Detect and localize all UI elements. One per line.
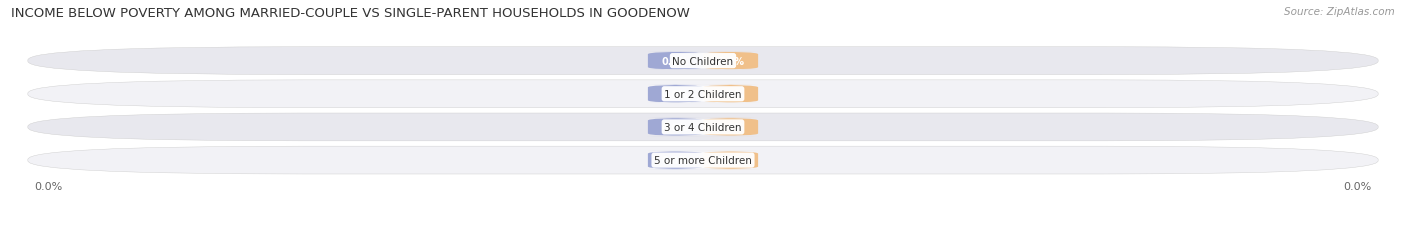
Text: No Children: No Children	[672, 56, 734, 66]
FancyBboxPatch shape	[648, 52, 703, 70]
Text: Source: ZipAtlas.com: Source: ZipAtlas.com	[1284, 7, 1395, 17]
Text: 0.0%: 0.0%	[662, 56, 689, 66]
Text: 5 or more Children: 5 or more Children	[654, 155, 752, 165]
Text: 0.0%: 0.0%	[662, 155, 689, 165]
FancyBboxPatch shape	[703, 85, 758, 103]
FancyBboxPatch shape	[703, 151, 758, 170]
Text: 1 or 2 Children: 1 or 2 Children	[664, 89, 742, 99]
Text: 0.0%: 0.0%	[1343, 181, 1371, 191]
FancyBboxPatch shape	[648, 151, 703, 170]
Text: 0.0%: 0.0%	[717, 122, 744, 132]
Text: 0.0%: 0.0%	[662, 89, 689, 99]
FancyBboxPatch shape	[28, 48, 1378, 75]
Text: 0.0%: 0.0%	[717, 56, 744, 66]
Text: 3 or 4 Children: 3 or 4 Children	[664, 122, 742, 132]
Text: 0.0%: 0.0%	[717, 155, 744, 165]
FancyBboxPatch shape	[28, 81, 1378, 108]
FancyBboxPatch shape	[703, 52, 758, 70]
Text: 0.0%: 0.0%	[662, 122, 689, 132]
Text: INCOME BELOW POVERTY AMONG MARRIED-COUPLE VS SINGLE-PARENT HOUSEHOLDS IN GOODENO: INCOME BELOW POVERTY AMONG MARRIED-COUPL…	[11, 7, 690, 20]
FancyBboxPatch shape	[648, 85, 703, 103]
FancyBboxPatch shape	[28, 113, 1378, 141]
FancyBboxPatch shape	[703, 118, 758, 137]
FancyBboxPatch shape	[28, 146, 1378, 174]
Text: 0.0%: 0.0%	[717, 89, 744, 99]
FancyBboxPatch shape	[648, 118, 703, 137]
Text: 0.0%: 0.0%	[35, 181, 63, 191]
